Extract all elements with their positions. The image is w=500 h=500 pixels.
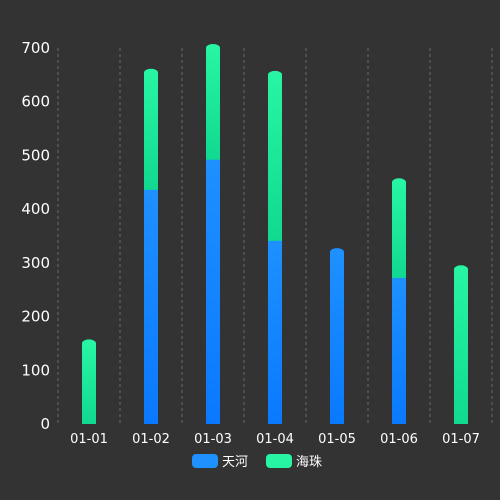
bar-body[interactable]: [454, 269, 468, 424]
bar-body[interactable]: [82, 343, 96, 424]
bar-tianhe[interactable]: [144, 185, 158, 424]
bar-cap: [330, 248, 344, 257]
bars-layer: [82, 44, 468, 424]
legend-item[interactable]: 天河: [192, 454, 248, 470]
bar-body[interactable]: [392, 277, 406, 424]
bar-body[interactable]: [268, 240, 282, 424]
legend[interactable]: 天河 海珠: [192, 454, 322, 470]
bar-body[interactable]: [206, 159, 220, 424]
bar-body[interactable]: [330, 252, 344, 424]
x-tick-label: 01-04: [256, 432, 294, 447]
x-axis: 01-01 01-02 01-03 01-04 01-05 01-06 01-07: [70, 432, 480, 447]
x-tick-label: 01-03: [194, 432, 232, 447]
bar-body[interactable]: [206, 48, 220, 160]
bar-cap: [206, 44, 220, 52]
legend-swatch: [192, 454, 218, 468]
bar-cap: [392, 178, 406, 187]
bar-cap: [454, 265, 468, 274]
bar-cap: [82, 339, 96, 348]
y-axis: 0 100 200 300 400 500 600 700: [21, 39, 50, 433]
y-tick-label: 0: [40, 415, 50, 433]
bar-cap: [268, 70, 282, 79]
x-tick-label: 01-05: [318, 432, 356, 447]
y-tick-label: 600: [21, 93, 50, 111]
bar-tianhe[interactable]: [330, 248, 344, 424]
bar-haizhu[interactable]: [454, 265, 468, 424]
bar-tianhe[interactable]: [268, 236, 282, 424]
bar-cap: [144, 68, 158, 77]
legend-item[interactable]: 海珠: [266, 454, 322, 470]
y-tick-label: 200: [21, 308, 50, 326]
x-tick-label: 01-02: [132, 432, 170, 447]
bar-body[interactable]: [144, 189, 158, 424]
grid-layer: [57, 48, 493, 424]
bar-tianhe[interactable]: [392, 273, 406, 424]
x-tick-label: 01-01: [70, 432, 108, 447]
bar-haizhu[interactable]: [268, 70, 282, 241]
legend-label: 天河: [222, 455, 248, 470]
y-tick-label: 100: [21, 361, 50, 379]
legend-swatch: [266, 454, 292, 468]
x-tick-label: 01-07: [442, 432, 480, 447]
y-tick-label: 300: [21, 254, 50, 272]
bar-haizhu[interactable]: [392, 178, 406, 278]
bar-haizhu[interactable]: [206, 44, 220, 160]
bar-tianhe[interactable]: [206, 155, 220, 424]
y-tick-label: 700: [21, 39, 50, 57]
bar-body[interactable]: [144, 72, 158, 190]
bar-haizhu[interactable]: [82, 339, 96, 424]
x-tick-label: 01-06: [380, 432, 418, 447]
bar-body[interactable]: [268, 74, 282, 241]
y-tick-label: 400: [21, 200, 50, 218]
legend-label: 海珠: [296, 455, 322, 470]
y-tick-label: 500: [21, 146, 50, 164]
bar-body[interactable]: [392, 182, 406, 278]
bar-haizhu[interactable]: [144, 68, 158, 190]
